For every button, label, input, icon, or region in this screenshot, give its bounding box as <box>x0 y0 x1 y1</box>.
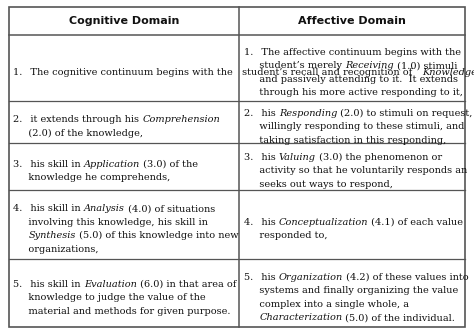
Text: (4.2) of these values into: (4.2) of these values into <box>343 273 469 282</box>
Text: Analysis: Analysis <box>84 204 125 213</box>
Text: Evaluation: Evaluation <box>84 280 137 289</box>
Text: (4.0) of situations: (4.0) of situations <box>125 204 215 213</box>
Text: complex into a single whole, a: complex into a single whole, a <box>250 300 409 309</box>
Text: (5.0) of this knowledge into new: (5.0) of this knowledge into new <box>76 231 238 240</box>
Text: Comprehension: Comprehension <box>142 116 220 124</box>
Text: Application: Application <box>84 160 140 169</box>
Text: involving this knowledge, his skill in: involving this knowledge, his skill in <box>19 218 208 227</box>
Text: 5.  his: 5. his <box>244 273 279 282</box>
Text: (2.0) to stimuli on request,: (2.0) to stimuli on request, <box>337 109 473 118</box>
Text: responded to,: responded to, <box>250 231 328 240</box>
Text: student’s merely: student’s merely <box>250 61 345 70</box>
Text: Valuing: Valuing <box>279 153 316 162</box>
Text: Cognitive Domain: Cognitive Domain <box>69 16 179 26</box>
Text: (5.0) of the individual.: (5.0) of the individual. <box>342 313 455 322</box>
Text: Affective Domain: Affective Domain <box>299 16 406 26</box>
Text: taking satisfaction in this responding,: taking satisfaction in this responding, <box>250 135 446 144</box>
Text: Synthesis: Synthesis <box>28 231 76 240</box>
Text: (4.1) of each value: (4.1) of each value <box>368 218 464 227</box>
Text: willingly responding to these stimuli, and: willingly responding to these stimuli, a… <box>250 122 464 131</box>
Text: Receiving: Receiving <box>345 61 393 70</box>
Text: (6.0) in that area of: (6.0) in that area of <box>137 280 236 289</box>
Text: through his more active responding to it,: through his more active responding to it… <box>250 88 463 97</box>
Text: 3.  his skill in: 3. his skill in <box>13 160 84 169</box>
Text: Characterization: Characterization <box>259 313 342 322</box>
Text: (3.0) the phenomenon or: (3.0) the phenomenon or <box>316 153 442 162</box>
Text: Responding: Responding <box>279 109 337 118</box>
Text: knowledge he comprehends,: knowledge he comprehends, <box>19 173 170 182</box>
Text: 1.  The cognitive continuum begins with the   student’s recall and recognition o: 1. The cognitive continuum begins with t… <box>13 68 422 77</box>
Text: 4.  his skill in: 4. his skill in <box>13 204 84 213</box>
Text: 2.  it extends through his: 2. it extends through his <box>13 116 142 124</box>
Text: seeks out ways to respond,: seeks out ways to respond, <box>250 180 392 189</box>
Text: 3.  his: 3. his <box>244 153 279 162</box>
Text: 2.  his: 2. his <box>244 109 279 118</box>
Text: Organization: Organization <box>279 273 343 282</box>
Text: material and methods for given purpose.: material and methods for given purpose. <box>19 306 230 315</box>
Text: 5.  his skill in: 5. his skill in <box>13 280 84 289</box>
Text: knowledge to judge the value of the: knowledge to judge the value of the <box>19 293 206 302</box>
Text: organizations,: organizations, <box>19 245 99 254</box>
Text: (3.0) of the: (3.0) of the <box>140 160 198 169</box>
Text: activity so that he voluntarily responds an: activity so that he voluntarily responds… <box>250 166 467 175</box>
Text: 1.  The affective continuum begins with the: 1. The affective continuum begins with t… <box>244 48 461 57</box>
Text: and passively attending to it.  It extends: and passively attending to it. It extend… <box>250 74 458 84</box>
Text: Conceptualization: Conceptualization <box>279 218 368 227</box>
Text: 4.  his: 4. his <box>244 218 279 227</box>
Text: systems and finally organizing the value: systems and finally organizing the value <box>250 287 458 295</box>
Text: Knowledge: Knowledge <box>422 68 474 77</box>
Text: (1.0) stimuli: (1.0) stimuli <box>393 61 457 70</box>
Text: (2.0) of the knowledge,: (2.0) of the knowledge, <box>19 129 143 138</box>
